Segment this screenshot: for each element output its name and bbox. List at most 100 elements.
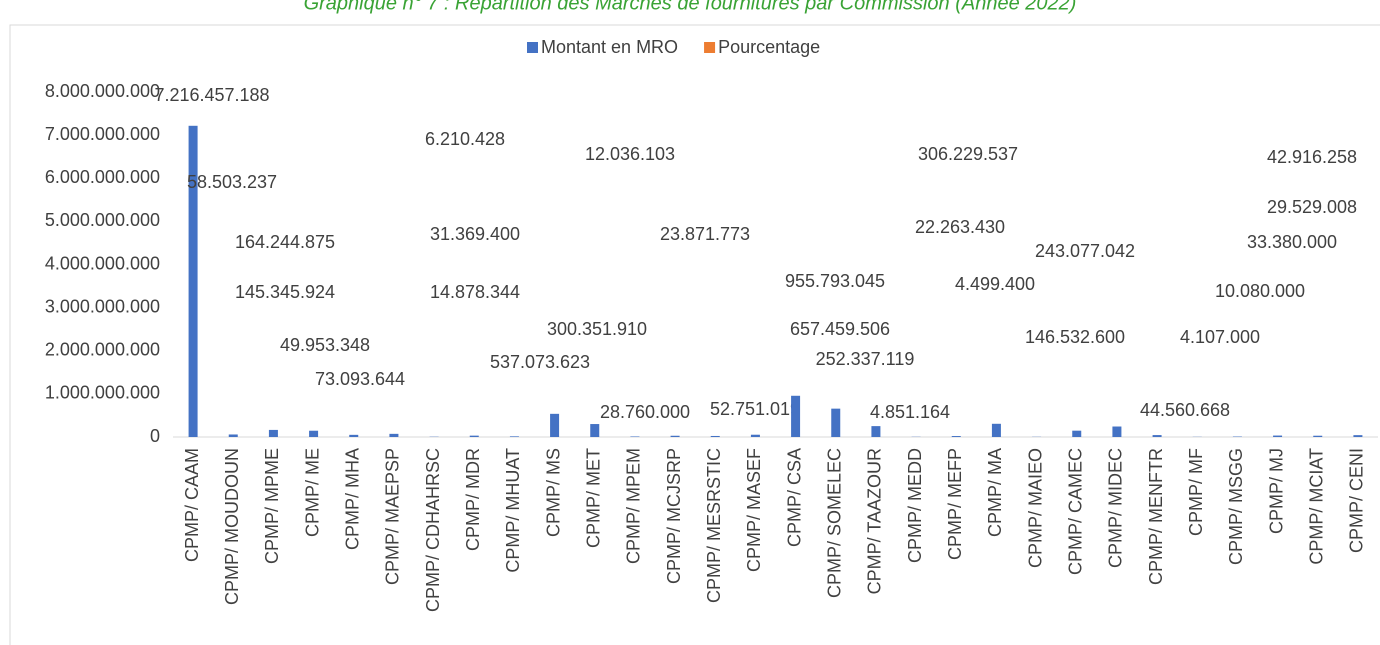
bar [509, 436, 519, 437]
data-label: 44.560.668 [1140, 400, 1230, 420]
data-label: 10.080.000 [1215, 281, 1305, 301]
data-label: 4.499.400 [955, 274, 1035, 294]
x-tick-label: CPMP/ TAAZOUR [865, 448, 885, 594]
x-tick-label: CPMP/ MAIEO [1025, 448, 1045, 568]
data-label: 23.871.773 [660, 224, 750, 244]
y-tick-label: 5.000.000.000 [45, 210, 160, 230]
data-label: 33.380.000 [1247, 232, 1337, 252]
bar [1313, 435, 1323, 437]
y-tick-label: 4.000.000.000 [45, 253, 160, 273]
data-label: 31.369.400 [430, 224, 520, 244]
x-tick-label: CPMP/ MS [543, 448, 563, 537]
bar [791, 395, 801, 437]
data-label: 28.760.000 [600, 402, 690, 422]
legend-label: Montant en MRO [541, 37, 678, 57]
data-label: 164.244.875 [235, 232, 335, 252]
bar [268, 429, 278, 437]
legend-label: Pourcentage [718, 37, 820, 57]
y-tick-label: 6.000.000.000 [45, 167, 160, 187]
x-tick-label: CPMP/ MCJSRP [664, 448, 684, 584]
data-label: 243.077.042 [1035, 241, 1135, 261]
data-label: 537.073.623 [490, 352, 590, 372]
data-label: 6.210.428 [425, 129, 505, 149]
x-tick-label: CPMP/ MET [584, 448, 604, 548]
x-tick-label: CPMP/ CENI [1347, 448, 1367, 553]
data-label: 52.751.019 [710, 399, 800, 419]
data-label: 146.532.600 [1025, 327, 1125, 347]
data-label: 42.916.258 [1267, 147, 1357, 167]
x-tick-label: CPMP/ CAAM [182, 448, 202, 562]
data-label: 73.093.644 [315, 369, 405, 389]
bar [1152, 435, 1162, 437]
data-label: 145.345.924 [235, 282, 335, 302]
data-label: 14.878.344 [430, 282, 520, 302]
data-label: 252.337.119 [816, 349, 915, 369]
data-label: 49.953.348 [280, 335, 370, 355]
x-tick-label: CPMP/ CAMEC [1066, 448, 1086, 575]
legend-swatch [527, 42, 538, 53]
bar [630, 436, 640, 437]
data-label: 22.263.430 [915, 217, 1005, 237]
y-tick-label: 0 [150, 426, 160, 446]
bar [590, 424, 600, 437]
data-label: 58.503.237 [187, 172, 277, 192]
bar [188, 125, 198, 437]
y-tick-label: 3.000.000.000 [45, 296, 160, 316]
bar [951, 436, 961, 437]
legend-swatch [704, 42, 716, 53]
x-tick-label: CPMP/ MEDD [905, 448, 925, 563]
data-label: 4.851.164 [870, 402, 950, 422]
x-tick-label: CPMP/ MCIAT [1307, 448, 1327, 565]
bar [1112, 426, 1122, 437]
x-tick-label: CPMP/ MOUDOUN [222, 448, 242, 605]
x-tick-label: CPMP/ MA [985, 448, 1005, 537]
x-tick-label: CPMP/ MAEPSP [383, 448, 403, 585]
y-tick-label: 8.000.000.000 [45, 81, 160, 101]
data-label: 657.459.506 [790, 319, 890, 339]
x-tick-label: CPMP/ MF [1186, 448, 1206, 536]
x-tick-label: CPMP/ MSGG [1226, 448, 1246, 565]
data-label: 306.229.537 [918, 144, 1018, 164]
bar [1353, 435, 1363, 437]
bar [710, 435, 720, 437]
x-tick-label: CPMP/ MJ [1266, 448, 1286, 534]
data-label: 4.107.000 [1180, 327, 1260, 347]
x-tick-label: CPMP/ MEFP [945, 448, 965, 560]
data-label: 12.036.103 [585, 144, 675, 164]
x-tick-label: CPMP/ CDHAHRSC [423, 448, 443, 612]
bar [228, 434, 238, 437]
x-tick-label: CPMP/ MPME [262, 448, 282, 564]
x-tick-label: CPMP/ MESRSTIC [704, 448, 724, 603]
data-label: 300.351.910 [547, 319, 647, 339]
x-tick-label: CPMP/ MHA [343, 448, 363, 550]
x-tick-label: CPMP/ MHUAT [503, 448, 523, 573]
chart-title: Graphique n° 7 : Répartition des Marchés… [304, 0, 1077, 14]
bar [991, 423, 1001, 437]
data-label: 29.529.008 [1267, 197, 1357, 217]
x-tick-label: CPMP/ SOMELEC [825, 448, 845, 598]
chart-frame [9, 24, 1380, 645]
x-tick-label: CPMP/ MDR [463, 448, 483, 551]
bar [349, 434, 359, 437]
bar [750, 434, 760, 437]
y-tick-label: 2.000.000.000 [45, 340, 160, 360]
bar [550, 413, 560, 437]
x-tick-label: CPMP/ ME [302, 448, 322, 537]
data-label: 7.216.457.188 [154, 85, 269, 105]
bar [1072, 430, 1082, 437]
bar [469, 435, 479, 437]
x-tick-label: CPMP/ CSA [784, 448, 804, 547]
data-label: 955.793.045 [785, 271, 885, 291]
bar [831, 408, 841, 437]
bar [871, 426, 881, 437]
x-tick-label: CPMP/ MENFTR [1146, 448, 1166, 585]
x-tick-label: CPMP/ MIDEC [1106, 448, 1126, 568]
y-tick-label: 1.000.000.000 [45, 383, 160, 403]
x-tick-label: CPMP/ MPEM [624, 448, 644, 564]
bar [309, 430, 319, 437]
bar [389, 433, 399, 437]
bar [1273, 435, 1283, 437]
y-tick-label: 7.000.000.000 [45, 124, 160, 144]
bar [670, 435, 680, 437]
